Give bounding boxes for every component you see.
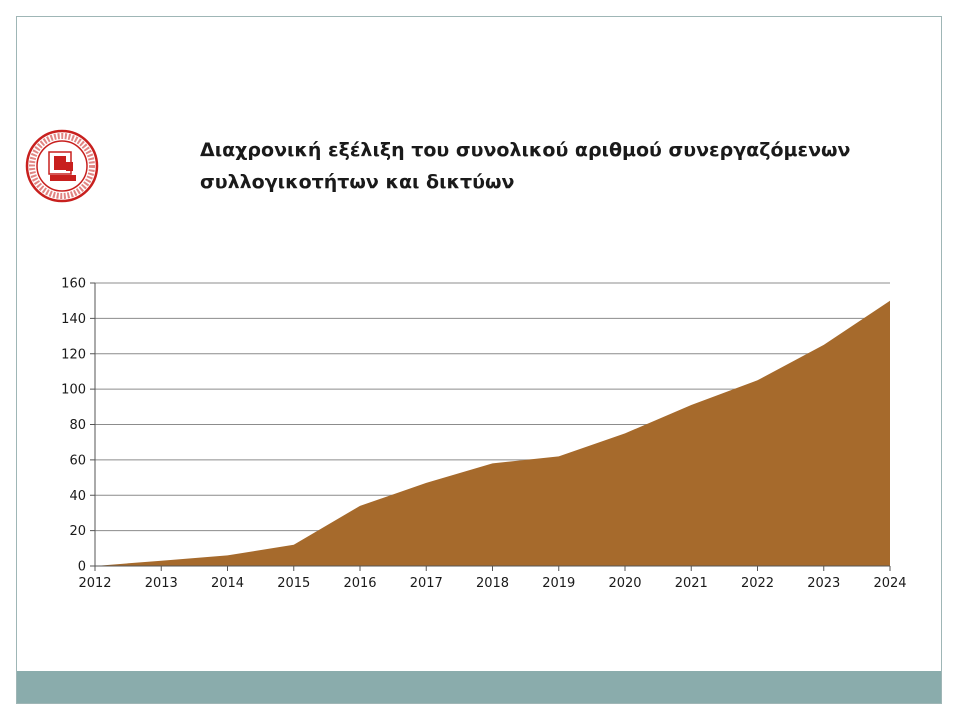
x-tick-label: 2017 — [410, 576, 443, 591]
x-tick-label: 2024 — [873, 576, 906, 591]
x-tick-label: 2020 — [608, 576, 641, 591]
x-tick-label: 2016 — [343, 576, 376, 591]
x-tick-label: 2013 — [145, 576, 178, 591]
y-tick-label: 160 — [61, 277, 86, 292]
x-tick-label: 2012 — [78, 576, 111, 591]
page-title: Διαχρονική εξέλιξη του συνολικού αριθμού… — [200, 134, 920, 198]
y-tick-label: 140 — [61, 312, 86, 327]
x-tick-label: 2019 — [542, 576, 575, 591]
y-tick-label: 0 — [78, 560, 86, 575]
y-tick-label: 80 — [69, 418, 86, 433]
x-tick-label: 2018 — [476, 576, 509, 591]
area-fill — [95, 300, 890, 566]
y-tick-label: 60 — [69, 453, 86, 468]
axes — [90, 282, 891, 571]
x-tick-label: 2021 — [675, 576, 708, 591]
x-tick-label: 2014 — [211, 576, 244, 591]
institution-seal-icon — [25, 129, 99, 203]
slide-frame — [16, 16, 942, 704]
y-tick-label: 120 — [61, 347, 86, 362]
x-tick-label: 2015 — [277, 576, 310, 591]
y-tick-label: 40 — [69, 489, 86, 504]
y-tick-labels: 0 20 40 60 80 100 120 140 160 — [61, 277, 86, 575]
title-line-2: συλλογικοτήτων και δικτύων — [200, 171, 515, 193]
x-tick-labels: 2012 2013 2014 2015 2016 2017 2018 2019 2020 2021… — [78, 576, 906, 591]
x-tick-label: 2022 — [741, 576, 774, 591]
x-tick-label: 2023 — [807, 576, 840, 591]
area-series — [95, 300, 890, 566]
y-tick-label: 100 — [61, 383, 86, 398]
y-tick-label: 20 — [69, 524, 86, 539]
footer-bar — [17, 671, 941, 703]
title-line-1: Διαχρονική εξέλιξη του συνολικού αριθμού… — [200, 139, 851, 161]
